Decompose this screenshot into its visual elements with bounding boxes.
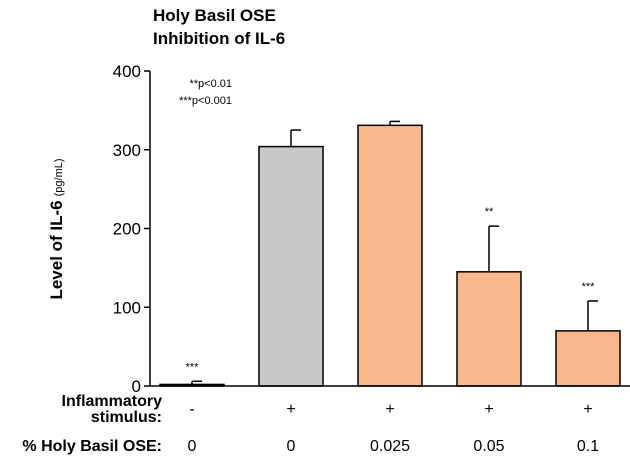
bar-4 xyxy=(456,271,522,387)
y-axis-title: Level of IL-6 (pg/mL) xyxy=(47,158,66,299)
y-axis-unit: (pg/mL) xyxy=(53,158,65,196)
table-row-1-value-4: + xyxy=(484,401,493,418)
table-row-2-label-line-1: % Holy Basil OSE: xyxy=(22,438,162,455)
table-row-1-value-5: + xyxy=(583,401,592,418)
bar-5 xyxy=(555,330,621,387)
table-row-1-label-line-2: stimulus: xyxy=(91,409,162,426)
bar-2 xyxy=(258,145,324,387)
significance-legend-line-2: ***p<0.001 xyxy=(179,95,232,107)
svg-text:Level of IL-6(pg/mL): Level of IL-6 (pg/mL) xyxy=(47,158,66,299)
chart-title-line-1: Holy Basil OSE xyxy=(153,6,276,25)
y-tick-label-0: 0 xyxy=(132,377,141,396)
significance-legend-line-1: **p<0.01 xyxy=(189,78,232,90)
table-row-1-value-3: + xyxy=(385,401,394,418)
table-row-2-value-5: 0.1 xyxy=(577,438,599,455)
table-row-2-value-3: 0.025 xyxy=(370,438,410,455)
y-tick-label-100: 100 xyxy=(113,298,141,317)
chart-title-line-2: Inhibition of IL-6 xyxy=(153,29,285,48)
table-row-2-value-2: 0 xyxy=(287,438,296,455)
table-row-2-value-4: 0.05 xyxy=(473,438,504,455)
table-row-1-label-line-1: Inflammatory xyxy=(62,393,163,410)
table-row-2-value-1: 0 xyxy=(188,438,197,455)
significance-marker-4: ** xyxy=(485,206,494,218)
y-tick-label-200: 200 xyxy=(113,220,141,239)
significance-marker-5: *** xyxy=(582,281,596,293)
bar-3 xyxy=(357,124,423,387)
table-row-1-value-2: + xyxy=(286,401,295,418)
significance-marker-1: *** xyxy=(186,361,200,373)
y-tick-label-300: 300 xyxy=(113,141,141,160)
y-tick-label-400: 400 xyxy=(113,62,141,81)
y-axis-label: Level of IL-6 xyxy=(47,200,66,299)
table-row-1-value-1: - xyxy=(189,401,194,418)
